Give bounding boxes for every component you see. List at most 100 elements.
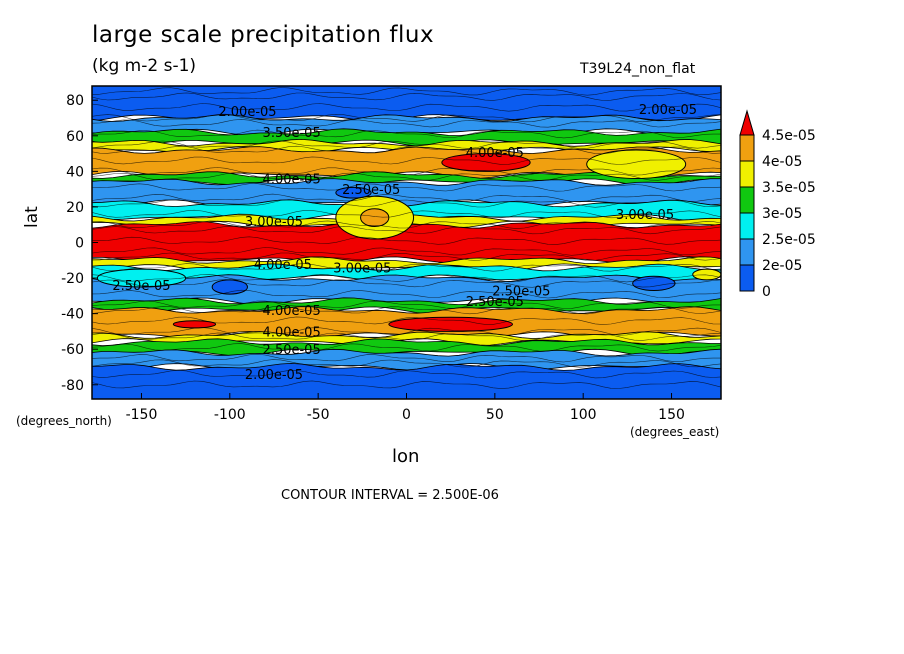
contour-line [92, 279, 721, 288]
contour-line [92, 92, 721, 101]
contour-line [92, 236, 721, 245]
contour-line [92, 263, 721, 272]
colorbar-box [739, 264, 755, 292]
contour-label: 3.00e-05 [245, 215, 303, 230]
x-axis-label: lon [392, 446, 420, 467]
contour-interval-note: CONTOUR INTERVAL = 2.500E-06 [281, 488, 499, 503]
contour-line [92, 87, 721, 96]
contour-label: 4.00e-05 [263, 172, 321, 187]
contour-line [92, 369, 721, 379]
contour-line [92, 119, 721, 128]
x-tick-label: 50 [486, 407, 504, 423]
contour-label: 4.00e-05 [263, 304, 321, 319]
colorbar-box [739, 186, 755, 214]
run-label: T39L24_non_flat [580, 61, 696, 77]
contour-feature [360, 208, 390, 227]
colorbar-box [739, 134, 755, 162]
contour-line [92, 247, 721, 256]
y-tick-label: -60 [61, 342, 84, 358]
contour-line [92, 220, 721, 229]
contour-label: 2.50e-05 [492, 285, 550, 300]
x-tick-label: -50 [307, 407, 330, 423]
colorbar-label: 2e-05 [762, 258, 802, 274]
contour-fill-layer [92, 86, 721, 399]
colorbar-label: 4.5e-05 [762, 128, 816, 144]
contour-line [92, 305, 721, 315]
contour-label: 4.00e-05 [263, 325, 321, 340]
contour-line [92, 343, 721, 352]
contour-line [92, 167, 721, 176]
contour-line [92, 199, 721, 208]
x-tick-label: 100 [570, 407, 597, 423]
colorbar: 0 2e-05 2.5e-05 3e-05 3.5e-05 4e-05 4.5e-05 [739, 109, 816, 300]
contour-line [92, 353, 721, 363]
contour-line [92, 225, 721, 235]
contour-band [92, 171, 721, 187]
contour-line [92, 332, 721, 341]
contour-label: 2.50e-05 [112, 279, 170, 294]
contour-band [92, 274, 721, 306]
contour-line [92, 129, 721, 139]
contour-feature [172, 320, 217, 329]
contour-label: 3.00e-05 [333, 261, 391, 276]
contour-label: 2.00e-05 [639, 103, 697, 118]
colorbar-box [739, 160, 755, 188]
colorbar-label: 3e-05 [762, 206, 802, 222]
colorbar-label: 4e-05 [762, 154, 802, 170]
contour-line [92, 316, 721, 325]
contour-line [92, 172, 721, 181]
contour-label-layer: 2.00e-05 2.00e-05 3.50e-05 4.00e-05 4.00e-05… [112, 103, 697, 383]
contour-line [92, 273, 721, 283]
contour-line [92, 140, 721, 149]
contour-line [92, 380, 721, 389]
contour-line [92, 145, 721, 155]
contour-line [92, 113, 721, 123]
y-units-note: (degrees_north) [16, 414, 112, 428]
contour-line [92, 103, 721, 112]
colorbar-label: 2.5e-05 [762, 232, 816, 248]
y-tick-label: -20 [61, 271, 84, 287]
y-tick-label: 20 [66, 200, 84, 216]
contour-line [92, 289, 721, 299]
contour-line [92, 327, 721, 336]
y-tick-label: 0 [75, 236, 84, 252]
contour-feature [586, 149, 687, 179]
chart-units: (kg m-2 s-1) [92, 56, 197, 76]
contour-band [92, 146, 721, 179]
x-units-note: (degrees_east) [630, 425, 720, 439]
x-axis-ticks: -150 -100 -50 0 50 100 150 [126, 393, 685, 423]
y-tick-label: 60 [66, 129, 84, 145]
contour-line [92, 300, 721, 309]
contour-line [92, 156, 721, 165]
contour-label: 2.00e-05 [245, 368, 303, 383]
contour-feature [388, 316, 514, 332]
contour-line [92, 359, 721, 368]
contour-label: 2.50e-05 [263, 343, 321, 358]
y-tick-label: -80 [61, 378, 84, 394]
y-axis-label: lat [22, 206, 42, 228]
x-tick-label: -100 [214, 407, 246, 423]
contour-label: 2.50e-05 [466, 295, 524, 310]
contour-line [92, 252, 721, 261]
x-tick-label: -150 [126, 407, 158, 423]
contour-label: 2.00e-05 [218, 105, 276, 120]
colorbar-box [739, 238, 755, 266]
x-tick-label: 0 [402, 407, 411, 423]
colorbar-label: 3.5e-05 [762, 180, 816, 196]
colorbar-arrow [739, 109, 755, 136]
contour-label: 4.00e-05 [466, 146, 524, 161]
contour-label: 3.50e-05 [263, 126, 321, 141]
contour-line [92, 209, 721, 219]
contour-line [92, 183, 721, 192]
x-tick-label: 150 [658, 407, 685, 423]
contour-feature [335, 186, 372, 199]
y-tick-label: 40 [66, 164, 84, 180]
contour-line-layer [92, 87, 721, 389]
contour-label: 2.50e-05 [342, 183, 400, 198]
contour-line [92, 193, 721, 203]
colorbar-label: 0 [762, 284, 771, 300]
contour-feature [632, 275, 676, 292]
contour-feature [692, 268, 721, 281]
y-tick-label: 80 [66, 93, 84, 109]
